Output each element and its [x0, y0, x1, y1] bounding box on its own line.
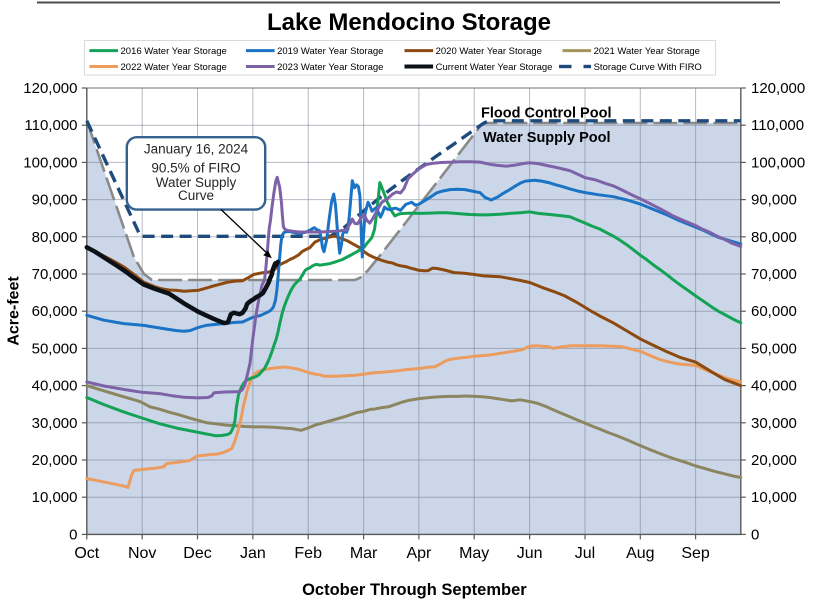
svg-text:2022 Water Year Storage: 2022 Water Year Storage	[121, 62, 227, 73]
svg-text:Mar: Mar	[350, 545, 378, 562]
svg-text:80,000: 80,000	[751, 229, 797, 246]
svg-text:Apr: Apr	[406, 545, 432, 562]
svg-text:40,000: 40,000	[32, 378, 78, 395]
svg-text:110,000: 110,000	[24, 117, 77, 134]
svg-text:Water Supply Pool: Water Supply Pool	[483, 130, 611, 146]
svg-text:Aug: Aug	[626, 545, 654, 562]
svg-text:Water Supply: Water Supply	[156, 175, 237, 190]
svg-text:Lake Mendocino Storage: Lake Mendocino Storage	[267, 9, 551, 36]
svg-text:10,000: 10,000	[751, 489, 797, 506]
svg-text:Sep: Sep	[681, 545, 710, 562]
svg-text:50,000: 50,000	[32, 340, 78, 357]
svg-text:Jul: Jul	[575, 545, 595, 562]
svg-text:80,000: 80,000	[32, 229, 78, 246]
svg-text:50,000: 50,000	[751, 340, 797, 357]
svg-text:January 16, 2024: January 16, 2024	[144, 142, 249, 157]
svg-text:40,000: 40,000	[751, 378, 797, 395]
svg-text:120,000: 120,000	[23, 80, 77, 97]
svg-text:20,000: 20,000	[751, 452, 797, 469]
svg-text:Jun: Jun	[517, 545, 543, 562]
svg-text:May: May	[459, 545, 489, 562]
svg-text:100,000: 100,000	[23, 154, 77, 171]
svg-text:Flood Control Pool: Flood Control Pool	[481, 106, 611, 122]
svg-text:110,000: 110,000	[751, 117, 804, 134]
svg-text:Feb: Feb	[294, 545, 322, 562]
svg-text:90.5% of FIRO: 90.5% of FIRO	[151, 161, 240, 176]
svg-text:90,000: 90,000	[751, 192, 797, 209]
svg-text:90,000: 90,000	[32, 192, 78, 209]
svg-text:2023 Water Year Storage: 2023 Water Year Storage	[277, 62, 383, 73]
svg-text:2016 Water Year Storage: 2016 Water Year Storage	[121, 46, 227, 57]
svg-text:Curve: Curve	[178, 188, 214, 203]
svg-text:120,000: 120,000	[751, 80, 805, 97]
svg-text:2019 Water Year Storage: 2019 Water Year Storage	[277, 46, 383, 57]
svg-text:70,000: 70,000	[751, 266, 797, 283]
svg-text:20,000: 20,000	[32, 452, 78, 469]
svg-text:October Through September: October Through September	[302, 581, 527, 599]
svg-text:Acre-feet: Acre-feet	[6, 276, 23, 346]
svg-text:Jan: Jan	[240, 545, 266, 562]
svg-text:0: 0	[751, 526, 759, 543]
svg-text:Oct: Oct	[74, 545, 99, 562]
svg-text:30,000: 30,000	[751, 415, 797, 432]
svg-text:30,000: 30,000	[32, 415, 78, 432]
svg-text:10,000: 10,000	[32, 489, 78, 506]
svg-text:Current Water Year Storage: Current Water Year Storage	[436, 62, 553, 73]
svg-text:Dec: Dec	[183, 545, 211, 562]
svg-text:100,000: 100,000	[751, 154, 805, 171]
svg-text:2021 Water Year Storage: 2021 Water Year Storage	[594, 46, 700, 57]
svg-text:60,000: 60,000	[32, 303, 78, 320]
svg-text:2020 Water Year Storage: 2020 Water Year Storage	[436, 46, 542, 57]
svg-text:Nov: Nov	[128, 545, 156, 562]
svg-text:70,000: 70,000	[32, 266, 78, 283]
svg-text:0: 0	[69, 526, 77, 543]
svg-text:Storage Curve With FIRO: Storage Curve With FIRO	[594, 62, 702, 73]
svg-text:60,000: 60,000	[751, 303, 797, 320]
